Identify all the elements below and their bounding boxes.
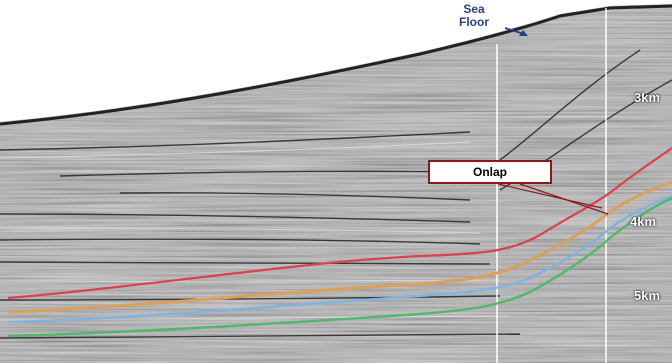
horizon-green <box>7 196 672 338</box>
horizon-red <box>7 147 672 300</box>
onlap-label: Onlap <box>472 165 507 179</box>
horizon-orange <box>7 180 672 314</box>
sea-floor-label: Sea Floor <box>444 3 504 29</box>
depth-label-4km: 4km <box>630 214 657 229</box>
sea-floor-label-line2: Floor <box>459 15 489 29</box>
onlap-label-box: Onlap <box>428 160 552 184</box>
onlap-pointer <box>497 183 609 215</box>
sea-floor-arrow <box>504 27 528 36</box>
depth-label-3km: 3km <box>634 90 661 105</box>
horizon-blue <box>7 194 672 324</box>
sea-floor-label-line1: Sea <box>463 2 485 16</box>
depth-label-5km: 5km <box>634 288 661 303</box>
